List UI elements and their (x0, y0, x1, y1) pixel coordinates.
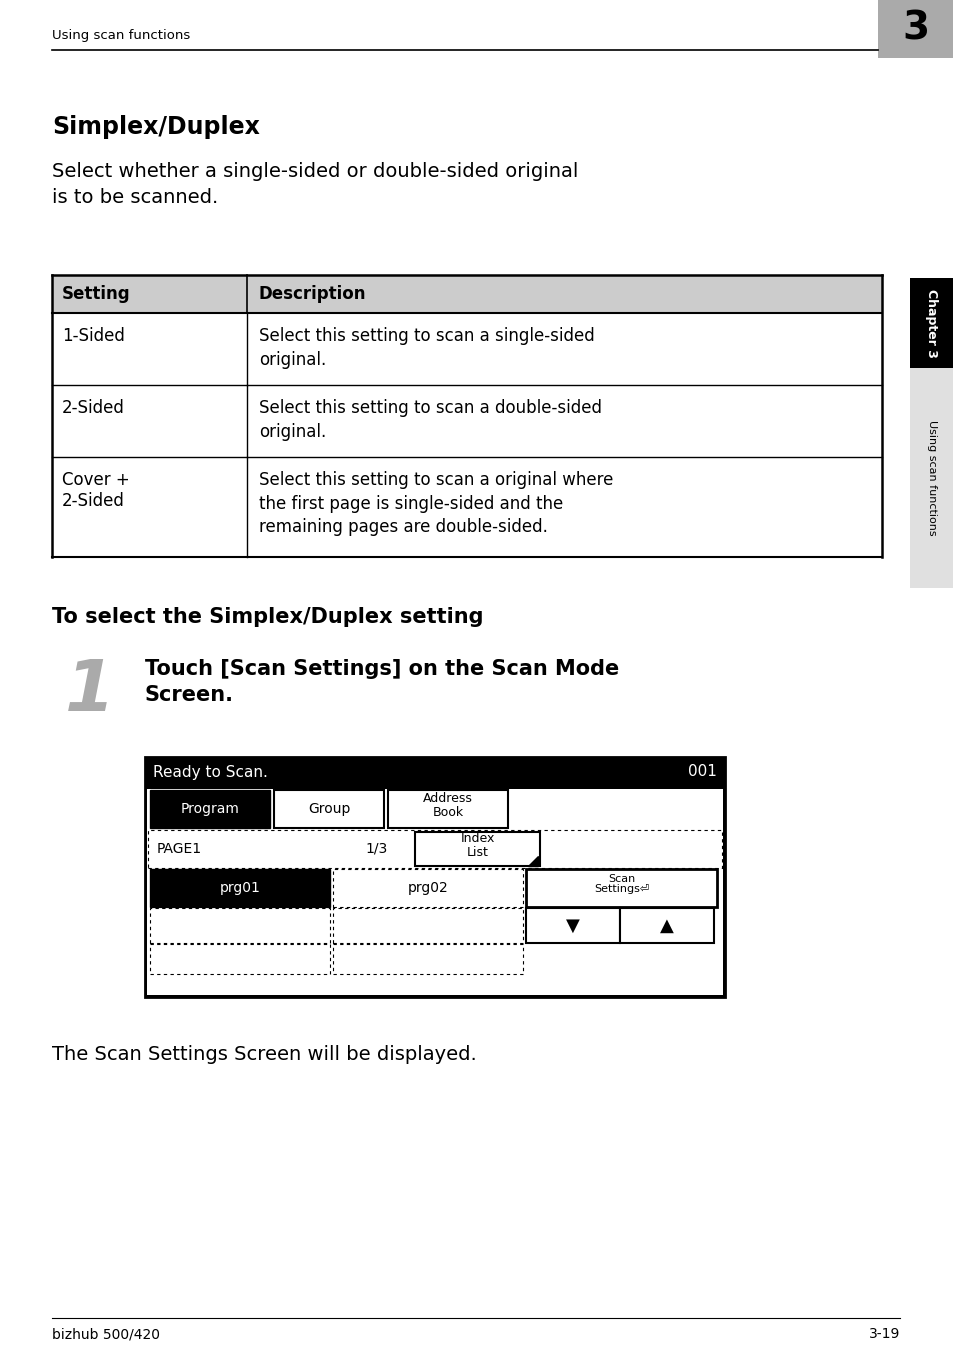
Text: Ready to Scan.: Ready to Scan. (152, 764, 268, 780)
Text: Program: Program (180, 802, 239, 817)
Bar (333, 869, 522, 907)
Text: prg02: prg02 (407, 882, 448, 895)
Text: ▲: ▲ (659, 917, 673, 934)
Bar (415, 831, 539, 867)
Text: Index
List: Index List (460, 833, 495, 860)
Bar (150, 944, 330, 973)
Text: The Scan Settings Screen will be displayed.: The Scan Settings Screen will be display… (52, 1045, 476, 1064)
Text: Group: Group (308, 802, 350, 817)
Bar (147, 790, 722, 995)
Bar (333, 909, 522, 942)
Text: Description: Description (258, 285, 366, 303)
Bar (909, 368, 953, 588)
Text: Scan
Settings⏎: Scan Settings⏎ (594, 873, 648, 895)
Text: Setting: Setting (62, 285, 131, 303)
Text: 1: 1 (65, 657, 115, 726)
Bar (619, 909, 713, 942)
Bar (150, 869, 330, 907)
Bar (525, 909, 619, 942)
Bar (145, 757, 724, 996)
Text: Select whether a single-sided or double-sided original
is to be scanned.: Select whether a single-sided or double-… (52, 162, 578, 207)
Bar (333, 944, 522, 973)
Text: Simplex/Duplex: Simplex/Duplex (52, 115, 259, 139)
Text: Address
Book: Address Book (422, 791, 473, 818)
Text: Select this setting to scan a original where
the first page is single-sided and : Select this setting to scan a original w… (258, 470, 613, 537)
Text: prg01: prg01 (219, 882, 260, 895)
Bar (388, 790, 507, 827)
Bar (877, 0, 953, 58)
Bar (52, 274, 882, 314)
Text: 1-Sided: 1-Sided (62, 327, 125, 345)
Polygon shape (527, 856, 537, 867)
Text: Using scan functions: Using scan functions (52, 30, 190, 42)
Bar (909, 279, 953, 368)
Text: Touch [Scan Settings] on the Scan Mode
Screen.: Touch [Scan Settings] on the Scan Mode S… (145, 658, 618, 706)
Text: PAGE1: PAGE1 (157, 842, 202, 856)
Bar (525, 869, 717, 907)
Text: 1/3: 1/3 (365, 842, 387, 856)
Text: ▼: ▼ (565, 917, 579, 934)
Text: Cover +
2-Sided: Cover + 2-Sided (62, 470, 130, 510)
Text: Chapter 3: Chapter 3 (924, 288, 938, 357)
Bar (150, 790, 270, 827)
Bar (150, 909, 330, 942)
Text: Select this setting to scan a double-sided
original.: Select this setting to scan a double-sid… (258, 399, 601, 441)
Text: 001: 001 (687, 764, 717, 780)
Bar (274, 790, 384, 827)
Text: To select the Simplex/Duplex setting: To select the Simplex/Duplex setting (52, 607, 483, 627)
Text: 3-19: 3-19 (868, 1328, 899, 1341)
Text: bizhub 500/420: bizhub 500/420 (52, 1328, 160, 1341)
Text: 3: 3 (902, 9, 928, 49)
Text: Select this setting to scan a single-sided
original.: Select this setting to scan a single-sid… (258, 327, 594, 369)
Bar (148, 830, 721, 868)
Text: 2-Sided: 2-Sided (62, 399, 125, 416)
Text: Using scan functions: Using scan functions (926, 420, 936, 535)
